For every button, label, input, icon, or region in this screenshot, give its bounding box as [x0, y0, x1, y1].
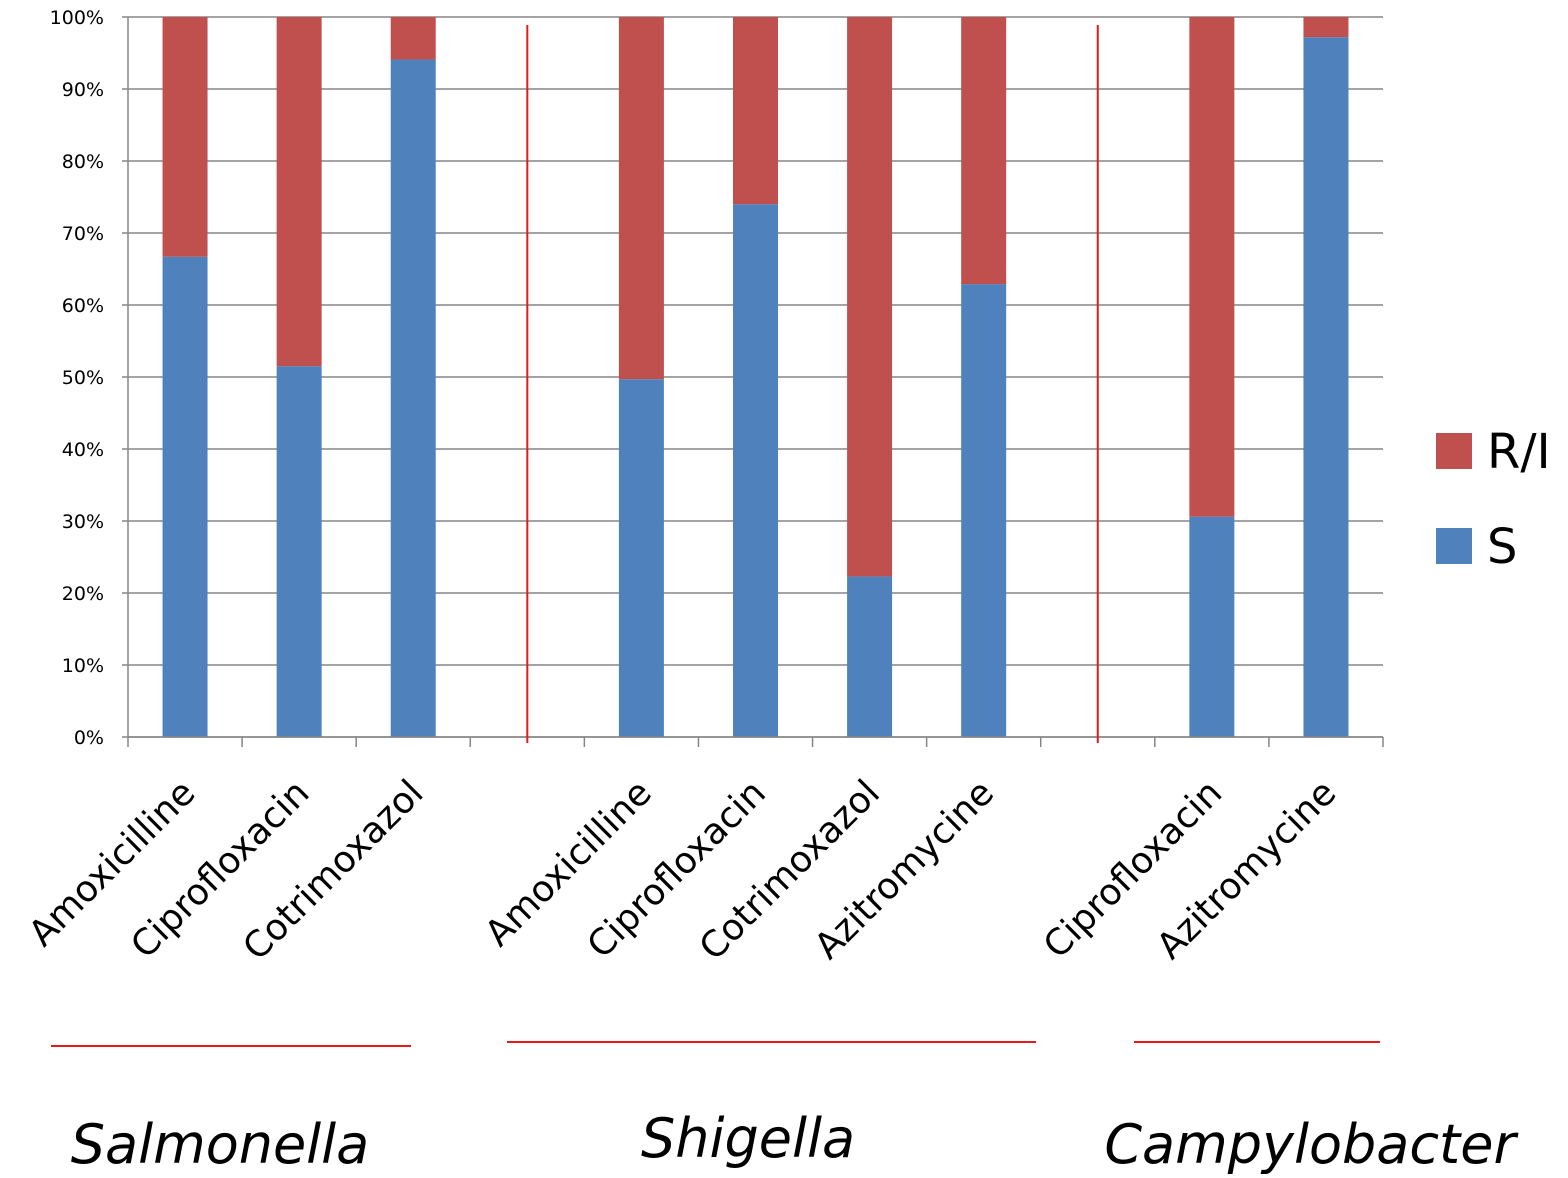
bar-s	[1303, 37, 1349, 738]
bar-s	[733, 204, 778, 737]
bar-r-i	[162, 17, 208, 257]
bar-s	[1189, 516, 1235, 737]
bar-s	[618, 379, 664, 737]
bar-s	[276, 366, 322, 737]
axes	[127, 17, 1384, 747]
bar-r-i	[1189, 17, 1235, 517]
legend-swatch-r-i	[1436, 433, 1472, 469]
y-tick-label: 60%	[62, 295, 104, 317]
bar-r-i	[961, 17, 1007, 285]
bar-s	[162, 256, 208, 737]
bar-s	[961, 284, 1007, 737]
bar-r-i	[1303, 17, 1349, 38]
bar-s	[847, 576, 893, 737]
group-label-shigella: Shigella	[641, 1107, 855, 1170]
bar-s	[390, 59, 436, 738]
bars	[162, 17, 1349, 738]
bar-r-i	[276, 17, 322, 367]
bar-r-i	[733, 17, 778, 205]
legend-swatch-s	[1436, 528, 1472, 564]
y-tick-labels: 0% 10% 20% 30% 40% 50% 60% 70% 80% 90% 100%	[50, 7, 104, 749]
y-tick-label: 70%	[62, 223, 104, 245]
group-label-campylobacter: Campylobacter	[1104, 1113, 1518, 1176]
y-tick-label: 10%	[62, 655, 104, 677]
y-tick-label: 40%	[62, 439, 104, 461]
y-tick-label: 50%	[62, 367, 104, 389]
bar-r-i	[390, 17, 436, 60]
y-tick-label: 30%	[62, 511, 104, 533]
legend-label-r-i: R/I	[1487, 424, 1551, 480]
y-tick-label: 100%	[50, 7, 104, 29]
group-label-salmonella: Salmonella	[71, 1113, 370, 1176]
y-tick-label: 0%	[74, 727, 104, 749]
y-tick-label: 20%	[62, 583, 104, 605]
bar-r-i	[618, 17, 664, 380]
y-tick-label: 90%	[62, 79, 104, 101]
bar-r-i	[847, 17, 893, 577]
group-labels: Salmonella Shigella Campylobacter	[71, 1107, 1519, 1176]
y-tick-label: 80%	[62, 151, 104, 173]
group-separators	[51, 25, 1380, 1047]
legend-label-s: S	[1487, 519, 1517, 575]
legend: R/I S	[1436, 424, 1551, 575]
